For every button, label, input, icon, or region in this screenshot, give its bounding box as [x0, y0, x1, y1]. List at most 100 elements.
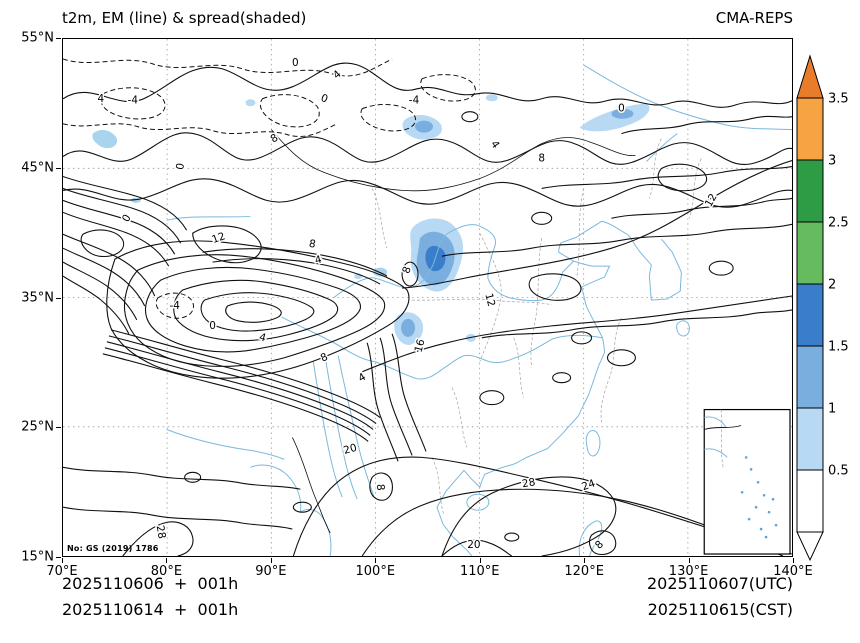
y-tick-label: 15°N — [21, 549, 54, 565]
x-tick-label: 120°E — [564, 564, 604, 579]
taiwan-island — [585, 430, 601, 457]
contour-value-label: -4 — [409, 95, 420, 107]
y-tick-mark — [56, 557, 61, 558]
y-tick-mark — [56, 427, 61, 429]
contour-value-label: 4 — [98, 93, 105, 105]
colorbar-tick-label: 3.5 — [828, 92, 849, 107]
y-tick-label: 35°N — [21, 290, 54, 305]
valid-time-cst: 2025110615(CST) — [647, 600, 793, 619]
inset-islands — [740, 456, 778, 539]
contour-value-label: 20 — [342, 442, 358, 457]
colorbar-segment — [796, 407, 824, 471]
x-tick-label: 100°E — [355, 564, 396, 579]
colorbar-arrow-bottom — [796, 531, 824, 562]
colorbar-tick-label: 1 — [828, 402, 836, 417]
map-canvas: 0 4 0 4 -4 8 -4 0 4 8 12 0 12 8 4 8 12 0 -4 4 8 16 20 8 28 28 24 20… — [62, 38, 793, 557]
colorbar-tick-label: 3 — [828, 154, 836, 169]
contour-value-label: 28 — [154, 524, 168, 539]
contour-value-label: 0 — [174, 162, 187, 171]
x-tick-mark — [62, 558, 63, 563]
x-tick-mark — [479, 558, 481, 563]
myanmar-coast — [250, 464, 332, 556]
x-tick-mark — [688, 558, 690, 563]
colorbar-segment — [796, 221, 824, 285]
contour-value-label: 28 — [521, 476, 536, 490]
y-tick-label: 25°N — [21, 419, 54, 435]
contour-value-label: 0 — [292, 57, 299, 69]
contour-value-label: 8 — [308, 238, 317, 251]
x-tick-mark — [375, 558, 377, 563]
country-borders — [271, 129, 636, 534]
colorbar: 3.5 3 2.5 2 1.5 1 0.5 — [795, 48, 859, 583]
contour-value-label: -4 — [169, 300, 180, 312]
y-tick-mark — [56, 167, 61, 169]
colorbar-arrow-top — [796, 54, 824, 99]
contour-value-label: 16 — [412, 338, 427, 354]
contour-value-label: 4 — [258, 331, 268, 344]
lakes — [92, 130, 388, 277]
ganges-river — [166, 429, 285, 460]
province-boundaries — [371, 138, 702, 516]
colorbar-tick-label: 2 — [828, 278, 836, 293]
contour-value-label: 0 — [319, 92, 329, 106]
x-tick-label: 130°E — [668, 564, 709, 579]
amur-river — [583, 64, 792, 131]
kyushu-island — [676, 320, 690, 337]
y-tick-mark — [56, 297, 61, 299]
contour-value-label: 12 — [482, 292, 497, 308]
contour-value-label: 8 — [374, 483, 387, 491]
contour-value-label: 0 — [209, 320, 216, 332]
hainan-island — [466, 493, 490, 511]
x-tick-label: 70°E — [46, 564, 78, 579]
plot-title: t2m, EM (line) & spread(shaded) — [62, 9, 307, 27]
map-approval-note: No: GS (2019) 1786 — [67, 544, 159, 553]
x-tick-label: 110°E — [459, 564, 500, 579]
contour-value-label: 0 — [618, 103, 625, 115]
colorbar-segment — [796, 469, 824, 533]
contour-value-label: 8 — [538, 153, 545, 165]
spread-shading — [245, 94, 650, 345]
china-coastline — [436, 220, 629, 556]
colorbar-segment — [796, 97, 824, 161]
colorbar-segment — [796, 283, 824, 347]
contour-value-label: -4 — [128, 95, 139, 107]
init-time-utc: 2025110606 + 001h — [62, 574, 239, 593]
x-tick-mark — [584, 558, 586, 563]
y-tick-label: 45°N — [21, 160, 54, 176]
colorbar-segment — [796, 159, 824, 223]
songhua-river — [646, 133, 678, 162]
contour-value-label: 20 — [467, 539, 480, 551]
x-tick-mark — [270, 558, 272, 563]
y-tick-label: 55°N — [21, 30, 54, 46]
inset-box — [703, 408, 791, 555]
temperature-contours — [63, 62, 792, 556]
yangtze-river — [281, 316, 603, 380]
tarim-river — [166, 215, 251, 221]
x-tick-label: 80°E — [150, 564, 183, 579]
contour-value-label: 4 — [356, 371, 368, 385]
dashed-contours — [63, 58, 476, 319]
colorbar-segment — [796, 345, 824, 409]
colorbar-tick-label: 2.5 — [828, 216, 849, 231]
colorbar-svg: 3.5 3 2.5 2 1.5 1 0.5 — [796, 54, 849, 562]
init-time-cst: 2025110614 + 001h — [62, 600, 239, 619]
colorbar-tick-label: 0.5 — [828, 464, 849, 479]
x-tick-label: 90°E — [255, 564, 287, 579]
water-features — [92, 64, 792, 556]
model-name: CMA-REPS — [715, 9, 793, 27]
contour-value-label: 12 — [210, 230, 227, 246]
contour-value-label: 8 — [593, 538, 606, 551]
colorbar-tick-label: 1.5 — [828, 340, 849, 355]
contour-value-label: 4 — [331, 68, 344, 82]
x-tick-label: 140°E — [773, 564, 813, 579]
x-tick-mark — [166, 558, 168, 563]
x-tick-mark — [793, 558, 794, 563]
valid-time-utc: 2025110607(UTC) — [647, 574, 793, 593]
contour-value-label: 4 — [488, 138, 502, 151]
contour-value-label: 0 — [120, 212, 134, 224]
luzon-coast — [578, 520, 603, 556]
contour-value-label: 8 — [269, 132, 281, 146]
